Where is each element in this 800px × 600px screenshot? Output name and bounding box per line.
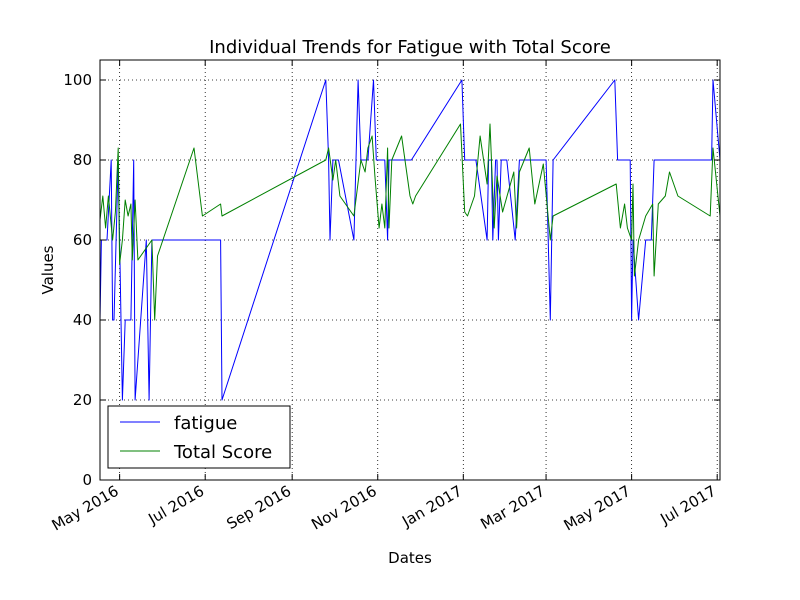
y-tick-label: 40	[73, 311, 92, 329]
y-tick-label: 60	[73, 231, 92, 249]
chart-title: Individual Trends for Fatigue with Total…	[209, 37, 611, 58]
legend-frame	[107, 405, 291, 469]
series-line-fatigue	[99, 79, 721, 401]
plot-area	[99, 79, 721, 401]
legend: fatigue Total Score	[107, 405, 291, 469]
y-tick-label: 100	[63, 71, 92, 89]
x-axis-label: Dates	[388, 549, 432, 567]
legend-label-fatigue: fatigue	[174, 413, 237, 434]
plot-frame	[99, 59, 721, 481]
y-axis-label: Values	[39, 245, 57, 294]
y-tick-label: 80	[73, 151, 92, 169]
legend-label-total-score: Total Score	[173, 442, 272, 463]
series-line-total-score	[99, 123, 721, 321]
y-tick-label: 0	[82, 471, 92, 489]
y-tick-label: 20	[73, 391, 92, 409]
